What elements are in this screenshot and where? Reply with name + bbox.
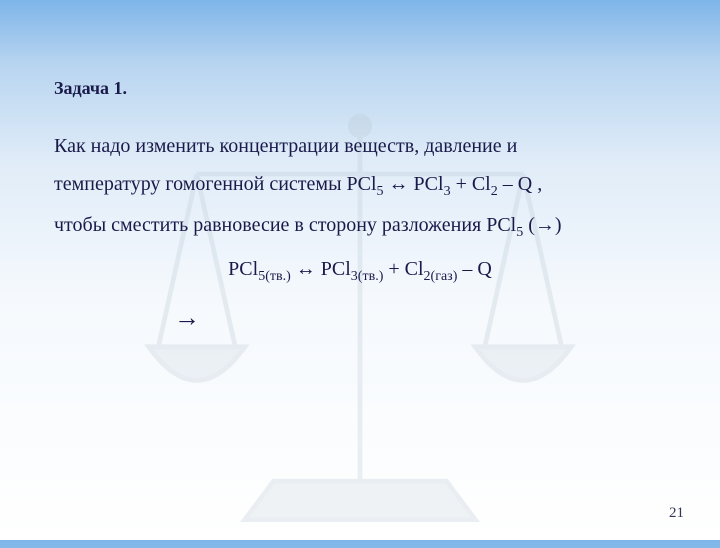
body-line-1: Как надо изменить концентрации веществ, …: [54, 127, 666, 165]
problem-title: Задача 1.: [54, 78, 666, 99]
text-frag: – Q ,: [498, 173, 542, 195]
body-line-2: температуру гомогенной системы PCl5 ↔ PC…: [54, 165, 666, 206]
text-frag: (→): [523, 214, 561, 236]
text-frag: ↔ PCl: [384, 173, 444, 195]
page-number: 21: [669, 505, 684, 522]
body-line-3: чтобы сместить равновесие в сторону разл…: [54, 206, 666, 247]
text-frag: ↔ PCl: [291, 258, 351, 280]
text-frag: температуру гомогенной системы PCl: [54, 173, 377, 195]
subscript: 5(тв.): [258, 269, 291, 284]
lone-arrow: →: [174, 293, 666, 342]
text-frag: – Q: [457, 258, 491, 280]
subscript: 2: [491, 184, 498, 199]
text-frag: чтобы сместить равновесие в сторону разл…: [54, 214, 516, 236]
text-frag: PCl: [228, 258, 258, 280]
subscript: 3: [444, 184, 451, 199]
problem-body: Как надо изменить концентрации веществ, …: [54, 127, 666, 342]
text-frag: Как надо изменить концентрации веществ, …: [54, 135, 517, 157]
slide-content: Задача 1. Как надо изменить концентрации…: [0, 0, 720, 342]
subscript: 5: [377, 184, 384, 199]
text-frag: + Cl: [451, 173, 491, 195]
text-frag: + Cl: [383, 258, 423, 280]
subscript: 3(тв.): [351, 269, 384, 284]
subscript: 2(газ): [424, 269, 458, 284]
equation-2: PCl5(тв.) ↔ PCl3(тв.) + Cl2(газ) – Q: [54, 250, 666, 291]
